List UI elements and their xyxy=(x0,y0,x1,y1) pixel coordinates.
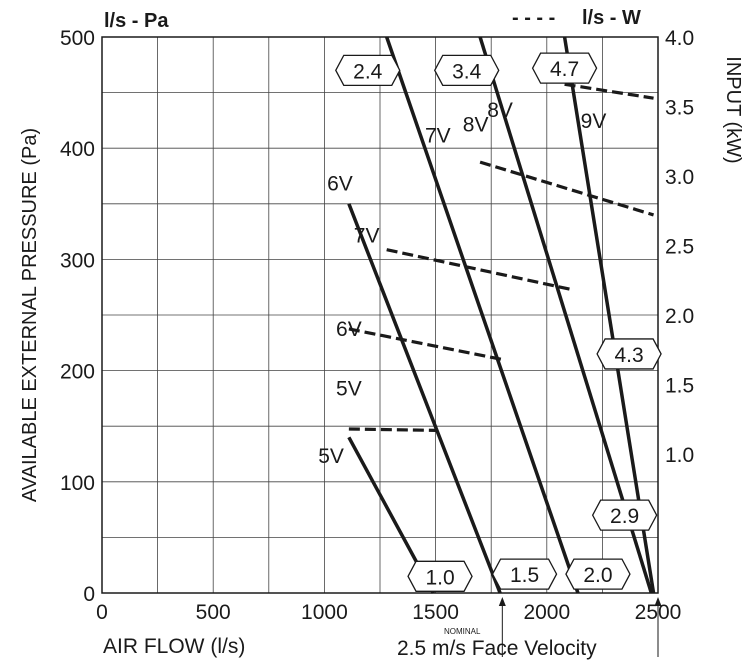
x-tick-label: 0 xyxy=(96,601,108,624)
kw-marker-label: 2.0 xyxy=(583,564,612,587)
right-tick-label: 1.5 xyxy=(665,375,694,398)
left-axis-label: AVAILABLE EXTERNAL PRESSURE (Pa) xyxy=(19,128,41,502)
kw-marker-shape xyxy=(565,558,631,590)
legend-dashed-label: l/s - W xyxy=(582,7,641,29)
plot-frame xyxy=(101,36,659,594)
kw-marker-shape xyxy=(335,54,401,87)
series-label-pressure-6v: 6V xyxy=(327,172,353,195)
kw-marker-label: 4.7 xyxy=(550,58,579,81)
input-line-7v xyxy=(386,248,574,292)
series-label-pressure-8v: 8V xyxy=(487,99,513,122)
kw-marker-shape xyxy=(491,558,558,590)
series-label-input-5v: 5V xyxy=(336,378,362,401)
pressure-line-6v xyxy=(347,203,502,594)
kw-marker-label: 1.0 xyxy=(425,566,454,589)
right-tick-label: 2.5 xyxy=(665,236,694,259)
nominal-label: NOMINAL xyxy=(444,627,481,636)
kw-marker-shape xyxy=(591,499,658,531)
x-tick-label: 1500 xyxy=(412,601,459,624)
face-velocity-label: 2.5 m/s Face Velocity xyxy=(397,637,597,660)
series-label-pressure-9v: 9V xyxy=(581,110,607,133)
x-axis-label: AIR FLOW (l/s) xyxy=(103,635,245,658)
grid xyxy=(101,36,659,594)
x-tick-label: 1000 xyxy=(301,601,348,624)
nominal-arrow-head xyxy=(498,597,506,606)
input-line-8v xyxy=(479,160,655,217)
legend-solid-label: l/s - Pa xyxy=(104,10,169,32)
series-label-input-7v: 7V xyxy=(354,225,380,248)
kw-marker-label: 1.5 xyxy=(510,564,539,587)
right-tick-label: 4.0 xyxy=(665,27,694,50)
right-axis-ticks: 1.0 1.5 2.0 2.5 3.0 3.5 4.0 xyxy=(665,27,694,467)
face-velocity-arrow-head xyxy=(654,597,662,606)
input-line-9v xyxy=(564,82,654,100)
series-label-pressure-7v: 7V xyxy=(425,125,451,148)
kw-marker-shape xyxy=(531,52,598,84)
series-label-input-6v: 6V xyxy=(336,318,362,341)
series-labels: 5V 6V 7V 8V 9V 5V 6V 7V 8V xyxy=(318,99,606,468)
kw-marker-label: 2.9 xyxy=(610,505,639,528)
left-axis-ticks: 0 100 200 300 400 500 xyxy=(60,27,95,606)
legend-dash-sample: - - - - xyxy=(512,7,555,29)
input-line-6v xyxy=(348,327,503,362)
series-label-pressure-5v: 5V xyxy=(318,445,344,468)
right-tick-label: 1.0 xyxy=(665,444,694,467)
left-tick-label: 0 xyxy=(83,583,95,606)
kw-marker-shape xyxy=(407,560,473,592)
right-tick-label: 2.0 xyxy=(665,305,694,328)
right-axis-label: INPUT (kW) xyxy=(722,56,744,163)
x-tick-label: 2000 xyxy=(523,601,570,624)
reference-arrows xyxy=(498,597,662,657)
kw-markers: 2.4 3.4 4.7 4.3 2.9 1.0 1.5 2.0 xyxy=(335,52,662,592)
kw-marker-shape xyxy=(433,54,500,87)
input-line-5v xyxy=(348,427,436,432)
right-tick-label: 3.0 xyxy=(665,166,694,189)
kw-marker-shape xyxy=(596,338,662,370)
x-axis-ticks: 0 500 1000 1500 2000 2500 xyxy=(96,601,681,624)
kw-marker-label: 4.3 xyxy=(614,344,643,367)
input-lines xyxy=(348,82,655,432)
right-tick-label: 3.5 xyxy=(665,97,694,120)
left-tick-label: 300 xyxy=(60,249,95,272)
left-tick-label: 100 xyxy=(60,472,95,495)
kw-marker-label: 3.4 xyxy=(452,60,482,83)
x-tick-label: 500 xyxy=(196,601,231,624)
left-tick-label: 200 xyxy=(60,361,95,384)
pressure-line-7v xyxy=(385,36,580,594)
kw-marker-label: 2.4 xyxy=(353,60,383,83)
left-tick-label: 400 xyxy=(60,138,95,161)
left-tick-label: 500 xyxy=(60,27,95,50)
series-label-input-8v: 8V xyxy=(463,114,489,137)
